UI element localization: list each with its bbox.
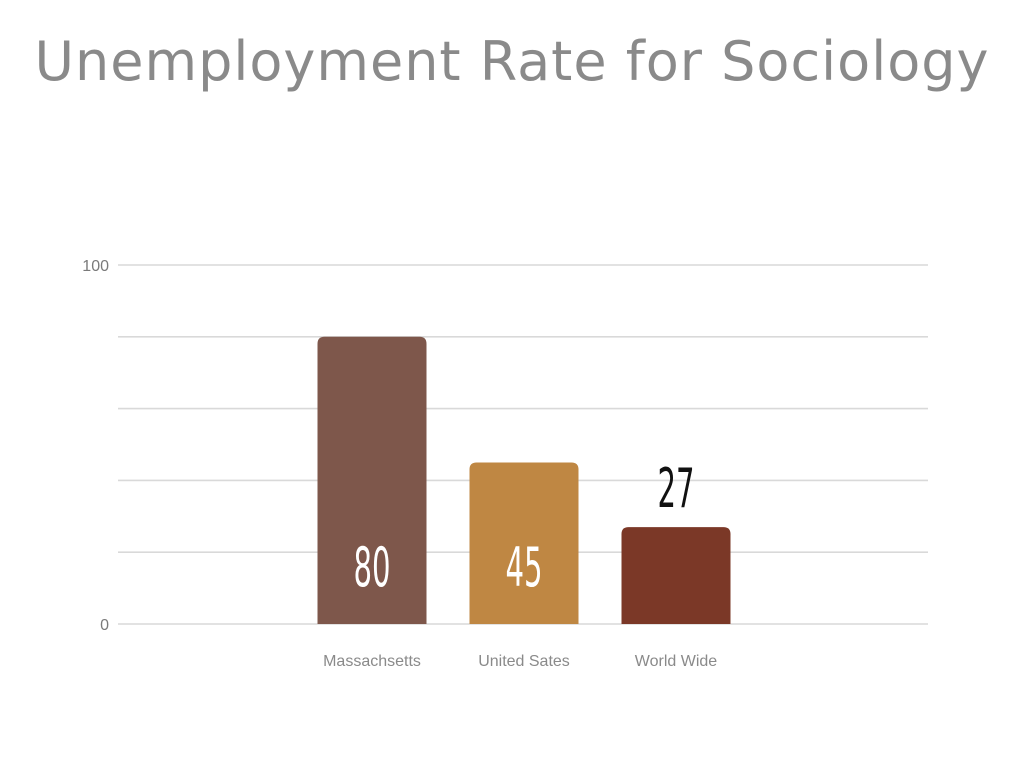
data-label: 80 bbox=[353, 537, 390, 599]
x-tick-label: United Sates bbox=[478, 653, 570, 670]
data-label: 45 bbox=[505, 537, 542, 599]
chart-title: Unemployment Rate for Sociology bbox=[34, 30, 990, 93]
bar bbox=[621, 527, 731, 624]
data-label: 27 bbox=[657, 459, 694, 521]
bar bbox=[317, 336, 427, 624]
y-tick-label: 0 bbox=[100, 617, 109, 634]
x-tick-label: World Wide bbox=[635, 653, 717, 670]
y-tick-label: 100 bbox=[82, 258, 109, 275]
bar bbox=[469, 462, 579, 624]
x-tick-label: Massachsetts bbox=[323, 653, 421, 670]
